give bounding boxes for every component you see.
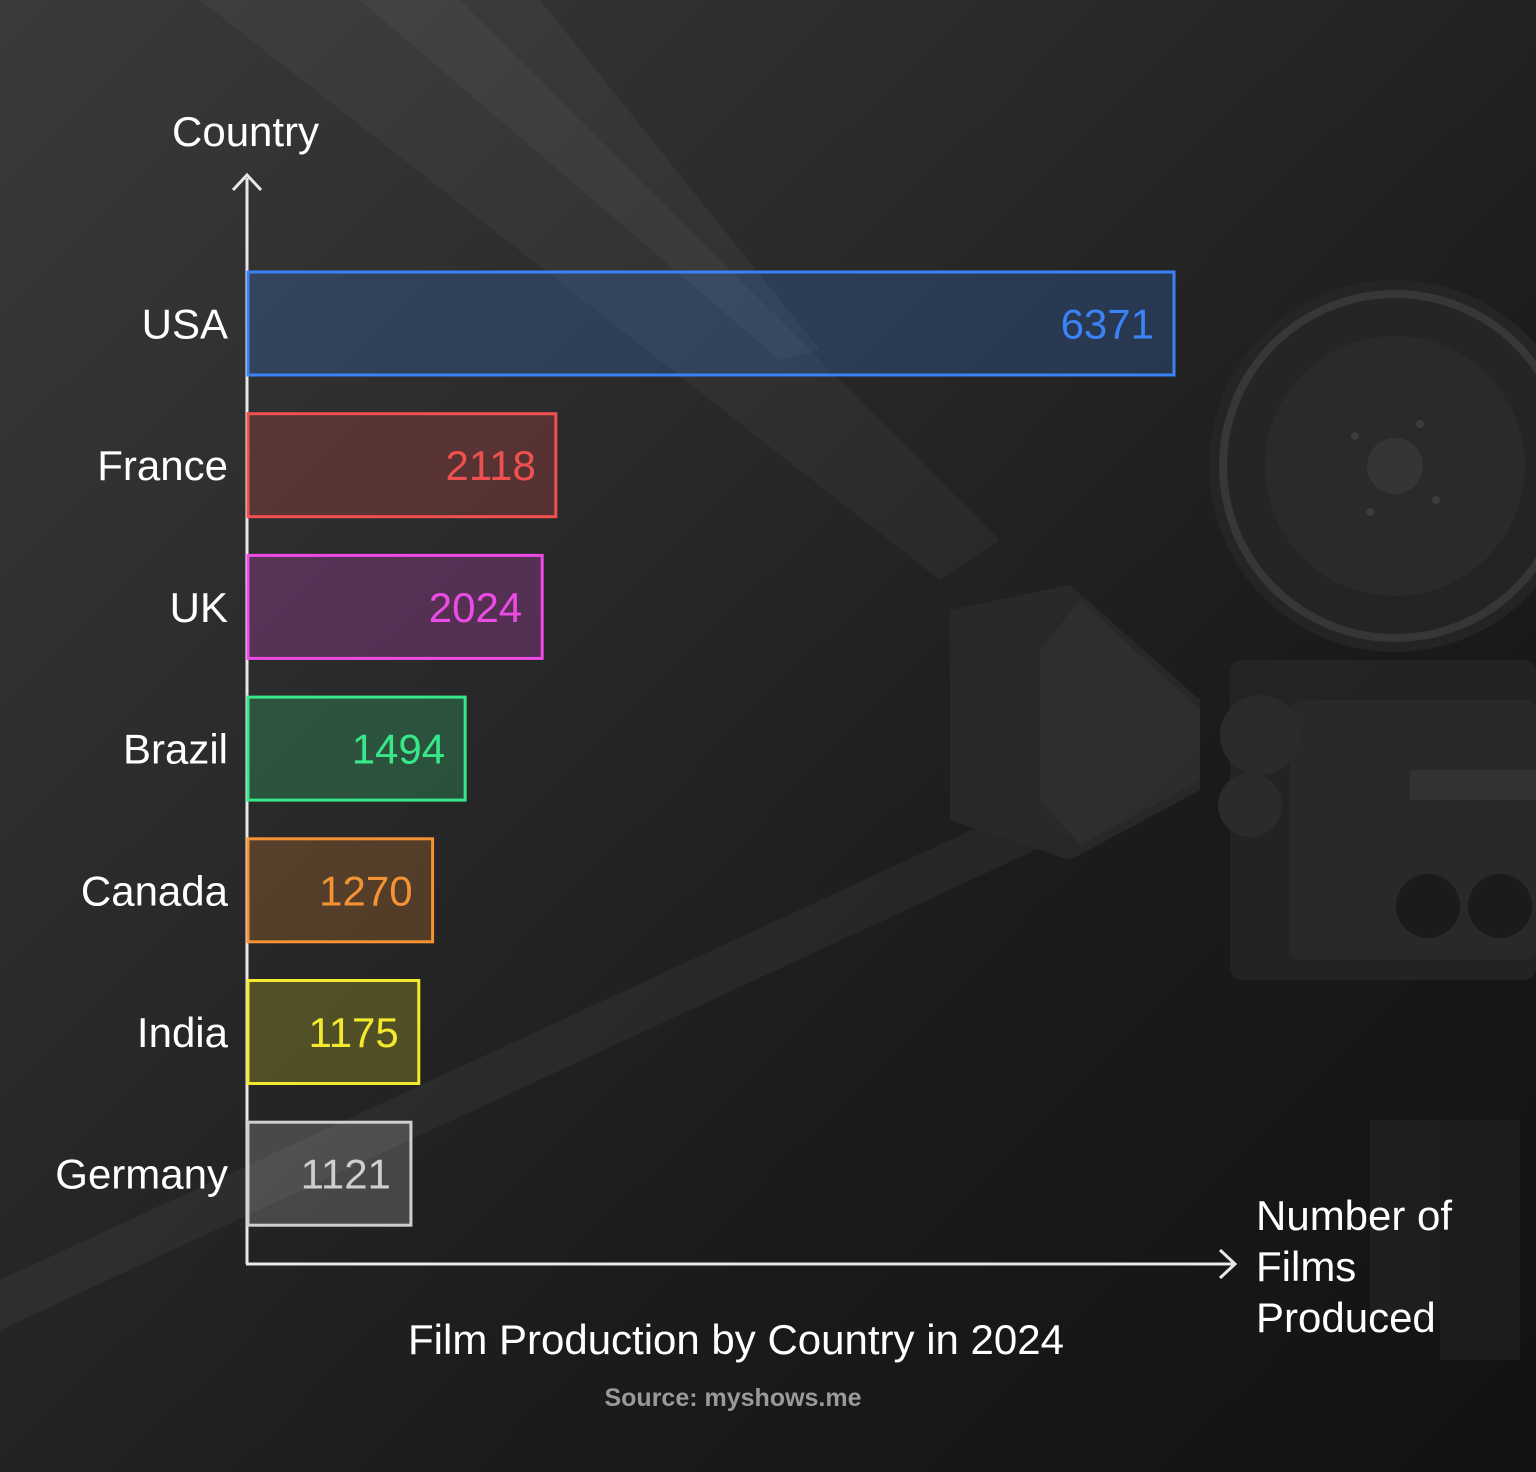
category-labels: USA France UK Brazil Canada India Germany [55,301,228,1198]
category-label-usa: USA [142,301,228,348]
bar-india [246,979,421,1085]
bar-france [246,412,558,519]
category-label-france: France [97,442,228,489]
bar-usa [246,270,1176,377]
value-label-brazil: 1494 [352,726,445,773]
x-axis-label: Number of Films Produced [1256,1192,1453,1341]
bars-group [246,270,1176,1227]
category-label-brazil: Brazil [123,726,228,773]
value-label-germany: 1121 [301,1151,391,1198]
bar-uk [246,553,544,660]
category-label-canada: Canada [81,867,229,914]
value-label-usa: 6371 [1061,301,1154,348]
bar-germany [246,1120,413,1227]
value-label-uk: 2024 [429,584,522,631]
bar-canada [246,837,435,944]
category-label-uk: UK [170,584,228,631]
y-axis-label: Country [172,108,320,155]
chart-title: Film Production by Country in 2024 [408,1316,1064,1363]
value-label-india: 1175 [308,1009,398,1056]
film-projector-icon [950,280,1536,1360]
x-axis-arrow-icon [1218,1248,1238,1280]
value-label-canada: 1270 [319,867,412,914]
category-label-india: India [137,1009,229,1056]
category-label-germany: Germany [55,1151,228,1198]
value-label-france: 2118 [446,442,536,489]
bar-brazil [246,695,467,802]
chart-source: Source: myshows.me [604,1384,862,1412]
value-labels: 6371 2118 2024 1494 1270 1175 1121 [301,301,1154,1198]
y-axis-arrow-icon [231,172,263,192]
light-beam-decoration [0,780,1100,1330]
